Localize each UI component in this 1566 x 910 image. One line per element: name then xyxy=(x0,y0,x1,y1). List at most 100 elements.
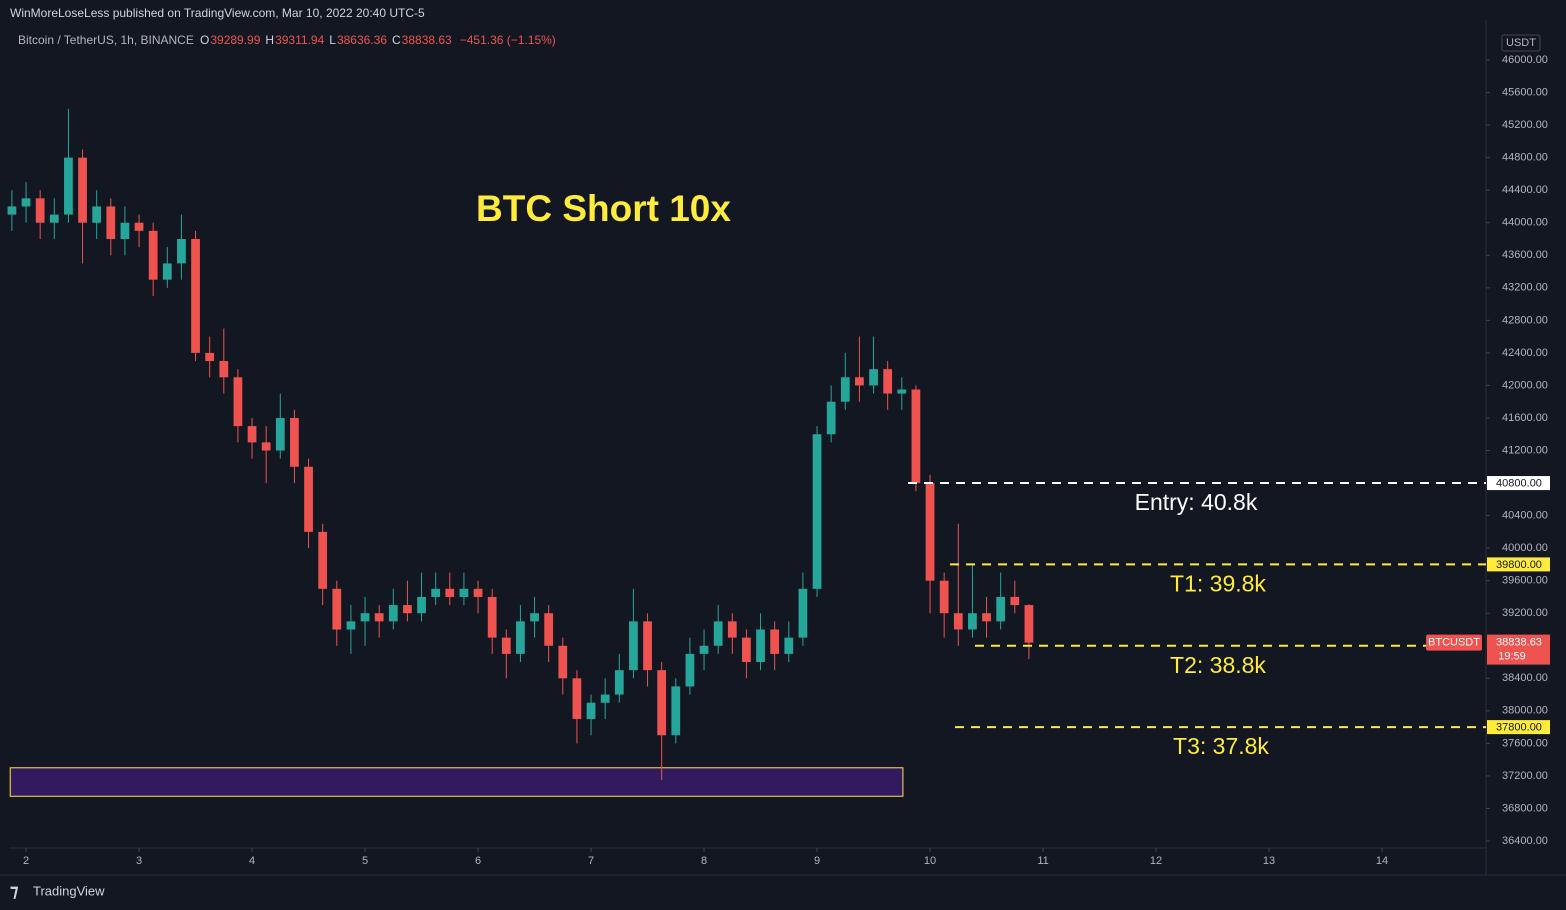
level-price-box xyxy=(1487,720,1550,735)
candle-body xyxy=(417,596,426,614)
candle-body xyxy=(614,670,624,695)
candle-body xyxy=(671,686,681,736)
candle-body xyxy=(770,629,780,654)
ohlc-c-label: C xyxy=(392,33,401,47)
candle-body xyxy=(49,214,59,223)
candle-body xyxy=(487,596,497,638)
candle-body xyxy=(374,613,384,622)
candle-body xyxy=(148,230,158,280)
y-tick-label: 45200.00 xyxy=(1502,119,1548,131)
currency-box xyxy=(1501,34,1541,52)
candle-body xyxy=(784,637,794,654)
candle-body xyxy=(275,417,285,451)
y-tick-label: 40400.00 xyxy=(1502,510,1548,522)
candle-body xyxy=(304,466,313,532)
y-tick-label: 44800.00 xyxy=(1502,152,1548,164)
candle-body xyxy=(558,645,568,679)
candle-body xyxy=(572,678,582,719)
candle-body xyxy=(982,613,991,622)
level-price-label: 37800.00 xyxy=(1496,722,1542,734)
currency: USDT xyxy=(1506,37,1536,49)
level-price-box xyxy=(1487,476,1550,491)
level-text: Entry: 40.8k xyxy=(1135,489,1258,515)
y-tick-label: 44400.00 xyxy=(1502,184,1548,196)
ohlc-l: 38636.36 xyxy=(337,33,387,47)
x-tick-label: 5 xyxy=(362,855,368,867)
y-tick-label: 40000.00 xyxy=(1502,542,1548,554)
y-tick-label: 42400.00 xyxy=(1502,347,1548,359)
publisher: WinMoreLoseLess published on TradingView… xyxy=(10,6,425,20)
support-zone xyxy=(9,767,904,797)
candle-body xyxy=(120,222,130,239)
last-price-label: 38838.63 xyxy=(1496,637,1542,649)
x-tick-label: 9 xyxy=(814,855,820,867)
ohlc-c: 38838.63 xyxy=(402,33,452,47)
countdown: 19:59 xyxy=(1498,651,1526,663)
candle-body xyxy=(177,238,186,264)
candle-body xyxy=(233,377,243,427)
candle-body xyxy=(7,206,17,215)
candle-body xyxy=(332,588,342,630)
candle-body xyxy=(35,198,45,223)
y-tick-label: 36800.00 xyxy=(1502,802,1548,814)
y-tick-label: 43200.00 xyxy=(1502,282,1548,294)
candle-body xyxy=(812,434,822,589)
y-tick-label: 43600.00 xyxy=(1502,249,1548,261)
y-tick-label: 45600.00 xyxy=(1502,86,1548,98)
ohlc-l-label: L xyxy=(329,33,336,47)
ohlc-o: 39289.99 xyxy=(210,33,260,47)
candle-body xyxy=(855,377,864,386)
candle-body xyxy=(925,483,935,581)
level-price-box xyxy=(1487,557,1550,572)
y-tick-label: 37200.00 xyxy=(1502,770,1548,782)
x-tick-label: 8 xyxy=(701,855,707,867)
candle-body xyxy=(388,605,398,622)
candle-body xyxy=(191,238,200,353)
candle-body xyxy=(953,613,963,630)
y-tick-label: 41600.00 xyxy=(1502,412,1548,424)
candle-body xyxy=(106,206,116,239)
symbol: Bitcoin / TetherUS, 1h, BINANCE xyxy=(18,33,194,47)
candle-body xyxy=(261,442,271,451)
candle-body xyxy=(360,613,370,622)
candle-body xyxy=(826,401,836,435)
candle-body xyxy=(290,417,299,467)
candle-body xyxy=(162,263,172,280)
candle-body xyxy=(346,621,356,630)
candle-body xyxy=(756,629,765,663)
candle-body xyxy=(629,621,638,671)
x-tick-label: 14 xyxy=(1376,855,1388,867)
chart-title: BTC Short 10x xyxy=(476,188,731,229)
candle-body xyxy=(501,637,511,654)
ohlc-change: −451.36 (−1.15%) xyxy=(460,33,556,47)
y-tick-label: 38400.00 xyxy=(1502,672,1548,684)
candle-body xyxy=(544,613,554,646)
candle-body xyxy=(939,580,949,614)
candle-body xyxy=(21,198,31,207)
x-tick-label: 4 xyxy=(249,855,255,867)
x-tick-label: 6 xyxy=(475,855,481,867)
candle-body xyxy=(897,389,907,394)
level-text: T1: 39.8k xyxy=(1170,570,1266,596)
level-text: T3: 37.8k xyxy=(1173,733,1269,759)
candle-body xyxy=(64,157,73,215)
ohlc-h: 39311.94 xyxy=(275,33,324,47)
x-tick-label: 2 xyxy=(23,855,29,867)
candle-body xyxy=(431,588,441,597)
level-price-label: 40800.00 xyxy=(1496,477,1542,489)
x-tick-label: 12 xyxy=(1150,855,1162,867)
y-tick-label: 39600.00 xyxy=(1502,575,1548,587)
level-price-label: 39800.00 xyxy=(1496,559,1542,571)
candle-body xyxy=(713,621,723,646)
candle-body xyxy=(516,621,525,654)
candle-body xyxy=(445,588,455,597)
symbol-label: BTCUSDT xyxy=(1428,637,1480,649)
logo-mark: ⁊ xyxy=(10,881,18,900)
y-tick-label: 41200.00 xyxy=(1502,444,1548,456)
ohlc-o-label: O xyxy=(200,33,209,47)
y-tick-label: 37600.00 xyxy=(1502,737,1548,749)
candle-body xyxy=(968,613,977,630)
candle-body xyxy=(911,389,921,484)
